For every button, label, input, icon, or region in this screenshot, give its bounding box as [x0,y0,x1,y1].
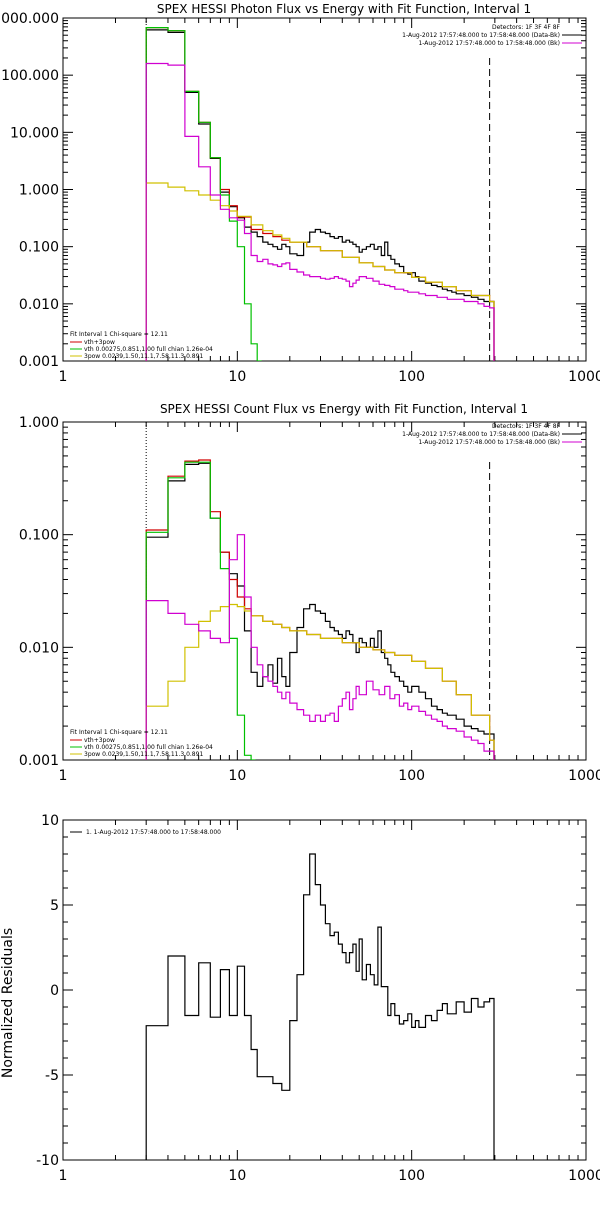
residuals-y-tick-label: 10 [41,813,59,829]
photon-flux-legend-vth3pow: vth+3pow [84,339,115,346]
residuals-series-1-1-aug-2012-17-57-48-000-to-17-58-48-000 [145,853,495,1160]
count-flux-series-bk [145,534,495,760]
residuals-x-tick-label: 100 [398,1168,425,1184]
photon-flux-series-3pow [145,182,495,361]
count-flux-detectors-label: Detectors: 1F 3F 4F 8F [492,423,561,430]
photon-flux-x-tick-label: 10 [228,369,246,385]
photon-flux-legend-databk: 1-Aug-2012 17:57:48.000 to 17:58:48.000 … [402,32,560,39]
count-flux-legend-databk: 1-Aug-2012 17:57:48.000 to 17:58:48.000 … [402,431,560,438]
photon-flux-x-tick-label: 1000 [568,369,600,385]
residuals-plot-area: 1 10 100 1000 -10 -5 0 5 10 [36,813,600,1184]
residuals-legend: 1. 1-Aug-2012 17:57:48.000 to 17:58:48.0… [70,829,221,836]
photon-flux-title: SPEX HESSI Photon Flux vs Energy with Fi… [157,2,531,16]
photon-flux-fit-chisq: Fit Interval 1 Chi-square = 12.11 [70,331,168,338]
residuals-y-axis-label: Normalized Residuals [0,928,16,1078]
photon-flux-legend-vth: vth 0.00275,0.851,1.00 full chian 1.26e-… [84,346,213,353]
count-flux-plot-area: 1 10 100 1000 0.001 0.010 0.100 1.000 [19,415,600,784]
photon-flux-top-legend: Detectors: 1F 3F 4F 8F 1-Aug-2012 17:57:… [402,24,582,47]
residuals-panel: 1 10 100 1000 -10 -5 0 5 10 Normalized Residuals… [0,813,600,1184]
photon-flux-y-tick-label: 0.010 [19,297,59,313]
count-flux-series-data-bk [145,462,495,760]
residuals-y-tick-label: 5 [50,898,59,914]
count-flux-title: SPEX HESSI Count Flux vs Energy with Fit… [160,402,528,416]
count-flux-y-tick-label: 0.001 [19,753,59,769]
photon-flux-y-tick-label: 100.000 [1,68,59,84]
count-flux-panel: SPEX HESSI Count Flux vs Energy with Fit… [19,402,600,784]
photon-flux-legend-bk: 1-Aug-2012 17:57:48.000 to 17:58:48.000 … [418,40,560,47]
photon-flux-detectors-label: Detectors: 1F 3F 4F 8F [492,24,561,31]
photon-flux-y-tick-label: 1000.000 [0,11,59,27]
photon-flux-series-data-bk [145,29,495,361]
photon-flux-series-vth [145,27,262,361]
photon-flux-bottom-legend: Fit Interval 1 Chi-square = 12.11 vth+3p… [70,331,213,360]
count-flux-legend-vth: vth 0.00275,0.851,1.00 full chian 1.26e-… [84,744,213,751]
photon-flux-series-bk [145,62,495,361]
count-flux-fit-chisq: Fit Interval 1 Chi-square = 12.11 [70,729,168,736]
residuals-x-tick-label: 1 [59,1168,68,1184]
count-flux-y-tick-label: 0.010 [19,640,59,656]
residuals-y-tick-label: 0 [50,983,59,999]
photon-flux-y-tick-label: 0.100 [19,240,59,256]
photon-flux-y-tick-label: 10.000 [10,125,59,141]
count-flux-legend-vth3pow: vth+3pow [84,737,115,744]
count-flux-x-tick-label: 10 [228,768,246,784]
count-flux-x-tick-label: 100 [398,768,425,784]
count-flux-top-legend: Detectors: 1F 3F 4F 8F 1-Aug-2012 17:57:… [402,423,582,446]
count-flux-series-3pow [145,603,495,760]
photon-flux-x-tick-label: 1 [59,369,68,385]
count-flux-legend-bk: 1-Aug-2012 17:57:48.000 to 17:58:48.000 … [418,439,560,446]
photon-flux-y-tick-label: 0.001 [19,354,59,370]
count-flux-axes-frame [62,421,587,761]
photon-flux-y-tick-label: 1.000 [19,183,59,199]
photon-flux-x-tick-label: 100 [398,369,425,385]
count-flux-legend-3pow: 3pow 0.0239,1.50,11.1,7.58,11.3,0.891 [84,751,203,758]
count-flux-x-tick-label: 1000 [568,768,600,784]
count-flux-y-tick-label: 1.000 [19,415,59,431]
photon-flux-axes-frame [62,17,587,362]
residuals-y-tick-label: -5 [45,1068,59,1084]
residuals-x-tick-label: 10 [228,1168,246,1184]
count-flux-y-tick-label: 0.100 [19,528,59,544]
residuals-x-tick-label: 1000 [568,1168,600,1184]
count-flux-x-tick-label: 1 [59,768,68,784]
photon-flux-panel: SPEX HESSI Photon Flux vs Energy with Fi… [0,2,600,385]
photon-flux-plot-area: 1 10 100 1000 0.001 0.010 0.100 1.000 10.000 100.… [0,11,600,385]
count-flux-bottom-legend: Fit Interval 1 Chi-square = 12.11 vth+3p… [70,729,213,758]
count-flux-series-vth [145,461,256,760]
residuals-y-tick-label: -10 [36,1153,59,1169]
residuals-axes-frame [62,819,587,1161]
residuals-legend-label: 1. 1-Aug-2012 17:57:48.000 to 17:58:48.0… [86,829,221,836]
photon-flux-legend-3pow: 3pow 0.0239,1.50,11.1,7.58,11.3,0.891 [84,353,203,360]
